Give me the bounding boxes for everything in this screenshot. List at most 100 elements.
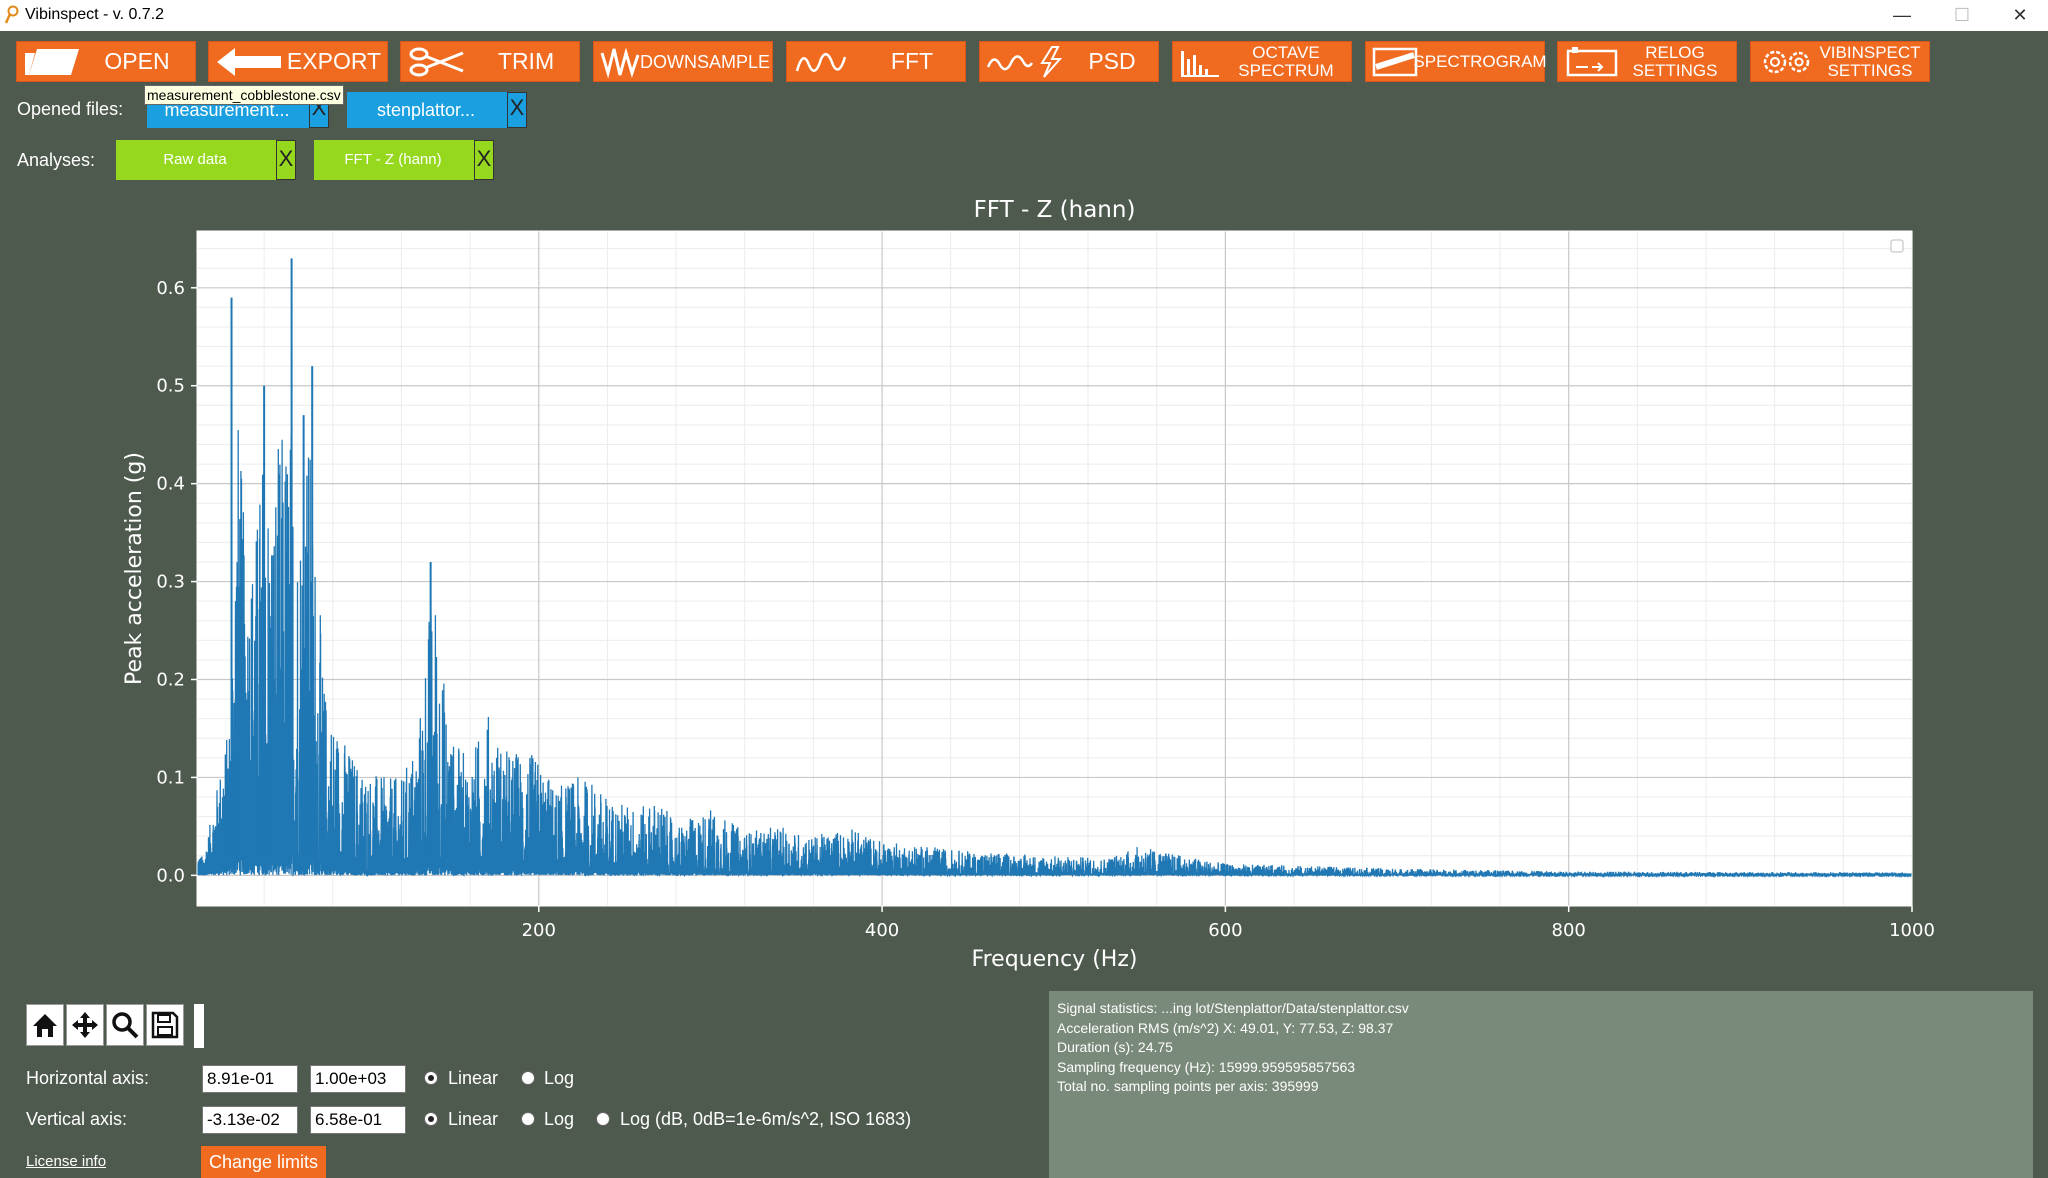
maximize-button[interactable]: ☐ xyxy=(1953,5,1971,25)
home-tool[interactable] xyxy=(26,1004,64,1046)
vertical-log-db-radio[interactable] xyxy=(596,1112,610,1126)
horizontal-max-input[interactable]: 1.00e+03 xyxy=(310,1065,406,1093)
downsample-button[interactable]: DOWNSAMPLE xyxy=(593,41,773,82)
vibinspect-settings-label: VIBINSPECT SETTINGS xyxy=(1819,42,1921,80)
fft-label: FFT xyxy=(890,48,934,74)
trim-button[interactable]: TRIM xyxy=(400,41,580,82)
vibinspect-settings-button[interactable]: VIBINSPECT SETTINGS xyxy=(1750,41,1930,82)
y-tick-label: 0.0 xyxy=(156,865,185,886)
vertical-log-label: Log xyxy=(544,1109,575,1129)
psd-label: PSD xyxy=(1088,48,1136,74)
scissors-icon xyxy=(409,47,464,77)
stats-line: Duration (s): 24.75 xyxy=(1057,1039,1173,1055)
close-analysis-button[interactable]: X xyxy=(276,140,296,180)
folder-icon xyxy=(25,49,79,75)
spectrogram-label: SPECTROGRAM xyxy=(1413,51,1547,71)
analysis-tab-raw-data[interactable]: Raw data X xyxy=(116,140,296,180)
horizontal-log-label: Log xyxy=(544,1068,575,1088)
app-icon xyxy=(4,5,19,24)
spectrogram-icon xyxy=(1372,47,1418,77)
stats-line: Total no. sampling points per axis: 3959… xyxy=(1057,1078,1319,1094)
file-tab-label: stenplattor... xyxy=(376,100,476,120)
fft-chart[interactable]: 200 400 600 800 1000 0.0 0.1 0.2 0.3 0.4 0.5 0.6 FFT… xyxy=(0,190,2048,990)
y-tick-label: 0.2 xyxy=(156,669,185,690)
y-tick-label: 0.4 xyxy=(156,474,185,495)
chart-title: FFT - Z (hann) xyxy=(974,197,1136,223)
bars-icon xyxy=(1181,51,1219,77)
close-button[interactable]: ✕ xyxy=(2012,5,2028,25)
vertical-linear-label: Linear xyxy=(448,1109,499,1129)
spectrogram-button[interactable]: SPECTROGRAM xyxy=(1365,41,1547,82)
y-tick-label: 0.5 xyxy=(156,376,185,397)
psd-button[interactable]: PSD xyxy=(979,41,1159,82)
relog-icon xyxy=(1566,47,1618,77)
relog-settings-button[interactable]: RELOG SETTINGS xyxy=(1557,41,1737,82)
downsample-icon xyxy=(600,47,640,79)
export-label: EXPORT xyxy=(286,48,382,74)
open-label: OPEN xyxy=(104,48,170,74)
close-analysis-button[interactable]: X xyxy=(474,140,494,180)
octave-spectrum-button[interactable]: OCTAVE SPECTRUM xyxy=(1172,41,1352,82)
close-file-button[interactable]: X xyxy=(507,92,527,128)
opened-files-label: Opened files: xyxy=(17,99,124,119)
plot-frame xyxy=(196,230,1913,907)
horizontal-axis-label: Horizontal axis: xyxy=(26,1068,150,1088)
fft-series-line xyxy=(196,430,1913,878)
save-tool[interactable] xyxy=(146,1004,184,1046)
analysis-tab-label: Raw data xyxy=(163,151,227,168)
stats-line: Signal statistics: ...ing lot/Stenplatto… xyxy=(1057,1000,1409,1016)
horizontal-linear-label: Linear xyxy=(448,1068,499,1088)
analyses-label: Analyses: xyxy=(17,150,96,170)
legend-box xyxy=(1890,239,1904,253)
vertical-min-input[interactable]: -3.13e-02 xyxy=(202,1106,298,1134)
horizontal-linear-radio[interactable] xyxy=(424,1071,438,1085)
zoom-icon xyxy=(112,1012,139,1039)
vertical-axis-label: Vertical axis: xyxy=(26,1109,128,1129)
license-info-link[interactable]: License info xyxy=(26,1153,107,1170)
horizontal-log-radio[interactable] xyxy=(521,1071,535,1085)
x-axis-label: Frequency (Hz) xyxy=(972,947,1138,972)
move-icon xyxy=(72,1012,98,1038)
signal-statistics-panel: Signal statistics: ...ing lot/Stenplatto… xyxy=(1049,991,2033,1178)
save-icon xyxy=(151,1011,179,1039)
downsample-label: DOWNSAMPLE xyxy=(639,51,771,72)
x-tick-label: 600 xyxy=(1208,920,1242,941)
x-tick-label: 1000 xyxy=(1889,920,1935,941)
minimize-button[interactable]: — xyxy=(1893,5,1911,25)
export-button[interactable]: EXPORT xyxy=(208,41,388,82)
open-button[interactable]: OPEN xyxy=(16,41,196,82)
y-axis-label: Peak acceleration (g) xyxy=(122,452,147,685)
pan-tool[interactable] xyxy=(66,1004,104,1046)
home-icon xyxy=(33,1014,57,1037)
vertical-log-db-label: Log (dB, 0dB=1e-6m/s^2, ISO 1683) xyxy=(620,1109,912,1129)
y-tick-label: 0.3 xyxy=(156,572,185,593)
horizontal-min-input[interactable]: 8.91e-01 xyxy=(202,1065,298,1093)
window-title: Vibinspect - v. 0.7.2 xyxy=(25,6,165,23)
trim-label: TRIM xyxy=(497,48,555,74)
vertical-linear-radio[interactable] xyxy=(424,1112,438,1126)
x-tick-label: 400 xyxy=(865,920,899,941)
vertical-max-input[interactable]: 6.58e-01 xyxy=(310,1106,406,1134)
fft-button[interactable]: FFT xyxy=(786,41,966,82)
arrow-left-icon xyxy=(217,48,281,76)
stats-line: Sampling frequency (Hz): 15999.959595857… xyxy=(1057,1058,1356,1075)
x-tick-label: 800 xyxy=(1552,920,1586,941)
octave-spectrum-label: OCTAVE SPECTRUM xyxy=(1238,42,1334,80)
wave-lightning-icon xyxy=(986,46,1063,78)
zoom-tool[interactable] xyxy=(106,1004,144,1046)
stats-line: Acceleration RMS (m/s^2) X: 49.01, Y: 77… xyxy=(1057,1019,1394,1036)
x-tick-label: 200 xyxy=(522,920,556,941)
analysis-tab-label: FFT - Z (hann) xyxy=(344,151,442,168)
plot-area xyxy=(197,231,1912,906)
file-tab-stenplattor[interactable]: stenplattor... X xyxy=(347,92,527,128)
relog-settings-label: RELOG SETTINGS xyxy=(1632,42,1718,80)
change-limits-button[interactable]: Change limits xyxy=(201,1146,326,1178)
vertical-log-radio[interactable] xyxy=(521,1112,535,1126)
file-tab-label: measurement... xyxy=(164,100,290,120)
gears-icon xyxy=(1763,50,1810,74)
analysis-tab-fft[interactable]: FFT - Z (hann) X xyxy=(314,140,494,180)
file-tooltip: measurement_cobblestone.csv xyxy=(144,85,344,105)
wave-icon xyxy=(795,52,847,72)
y-tick-label: 0.1 xyxy=(156,767,185,788)
title-bar: Vibinspect - v. 0.7.2 — ☐ ✕ xyxy=(0,0,2048,31)
